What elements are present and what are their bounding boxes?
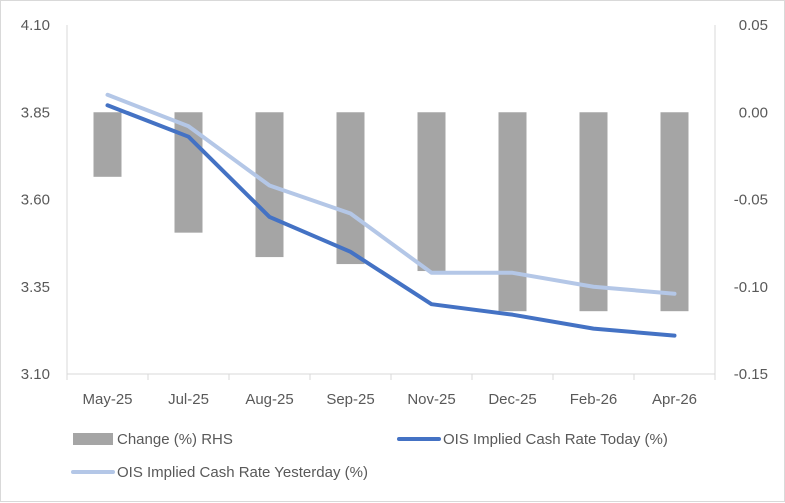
right-tick-label: -0.15: [734, 366, 768, 383]
ois-today-line: [105, 103, 677, 338]
right-tick-label: -0.05: [734, 192, 768, 209]
x-tick-label: Feb-26: [570, 391, 618, 408]
right-tick-label: 0.00: [739, 104, 768, 121]
ois-yesterday-line: [105, 92, 677, 296]
left-tick-label: 3.10: [21, 366, 50, 383]
legend-item-ois-yesterday: OIS Implied Cash Rate Yesterday (%): [71, 464, 368, 481]
change-bar-feb-26: [579, 112, 608, 312]
change-bar-may-25: [93, 112, 122, 177]
x-tick-label: Nov-25: [407, 391, 455, 408]
left-tick-label: 4.10: [21, 17, 50, 34]
right-tick-label: 0.05: [739, 17, 768, 34]
x-tick-label: Jul-25: [168, 391, 209, 408]
right-tick-label: -0.10: [734, 279, 768, 296]
legend-swatch-bar: [73, 433, 113, 445]
x-tick-label: Aug-25: [245, 391, 293, 408]
labels-layer: 4.10 3.85 3.60 3.35 3.10 0.05 0.00 -0.05 -0.10 -0…: [21, 17, 768, 408]
x-tick-label: Sep-25: [326, 391, 374, 408]
x-tick-label: Apr-26: [652, 391, 697, 408]
axes-layer: [66, 25, 716, 380]
change-bar-jul-25: [174, 112, 203, 233]
legend-item-ois-today: OIS Implied Cash Rate Today (%): [397, 431, 668, 448]
left-tick-label: 3.85: [21, 104, 50, 121]
legend-label: OIS Implied Cash Rate Yesterday (%): [117, 464, 368, 481]
lines-layer: [105, 92, 677, 338]
x-tick-label: May-25: [82, 391, 132, 408]
change-bar-sep-25: [336, 112, 365, 265]
legend-label: Change (%) RHS: [117, 431, 233, 448]
change-bar-apr-26: [660, 112, 689, 312]
bars-layer: [93, 112, 689, 312]
change-bar-nov-25: [417, 112, 446, 272]
left-tick-label: 3.60: [21, 192, 50, 209]
left-tick-label: 3.35: [21, 279, 50, 296]
legend: Change (%) RHS OIS Implied Cash Rate Toda…: [71, 431, 668, 481]
change-bar-dec-25: [498, 112, 527, 312]
x-tick-label: Dec-25: [488, 391, 536, 408]
legend-item-change: Change (%) RHS: [73, 431, 233, 448]
legend-label: OIS Implied Cash Rate Today (%): [443, 431, 668, 448]
